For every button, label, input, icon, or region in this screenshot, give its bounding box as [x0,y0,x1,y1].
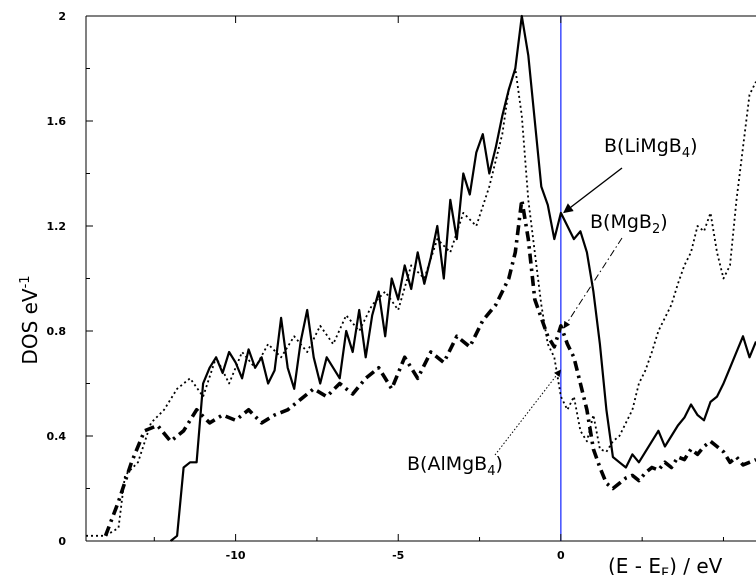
axis-ticks: 0 0.4 0.8 1.2 1.6 2 -10 -5 0 [47,10,724,562]
y-tick-label: 1.6 [47,115,67,128]
y-tick-label: 0.4 [47,430,67,443]
dos-series-solid [169,14,756,542]
x-tick-label: 0 [557,549,565,562]
dos-series-dashdot [103,198,756,537]
x-axis-label-tail: ) / eV [669,554,723,575]
annotation-arrow [494,369,562,456]
y-axis-label-sup: -1 [18,275,33,288]
annotations: B(LiMgB4) B(MgB2) B(AlMgB4) [407,135,698,479]
y-tick-label: 0.8 [47,325,67,338]
x-tick-label: -5 [392,549,404,562]
annotation-arrow [563,167,623,214]
y-tick-label: 1.2 [47,220,67,233]
x-axis-label: (E - EF) / eV [608,554,723,575]
annotation-label: B(MgB2) [590,211,668,237]
x-axis-label-sub: F [661,566,669,575]
annotation-arrow [563,237,623,329]
y-axis-label: DOS eV-1 [18,275,42,364]
annotation-label: B(AlMgB4) [407,453,503,479]
y-tick-label: 2 [58,10,66,23]
annotation-label: B(LiMgB4) [604,135,698,161]
series-group [86,14,756,542]
y-tick-label: 0 [58,535,66,548]
x-tick-label: -10 [226,549,246,562]
